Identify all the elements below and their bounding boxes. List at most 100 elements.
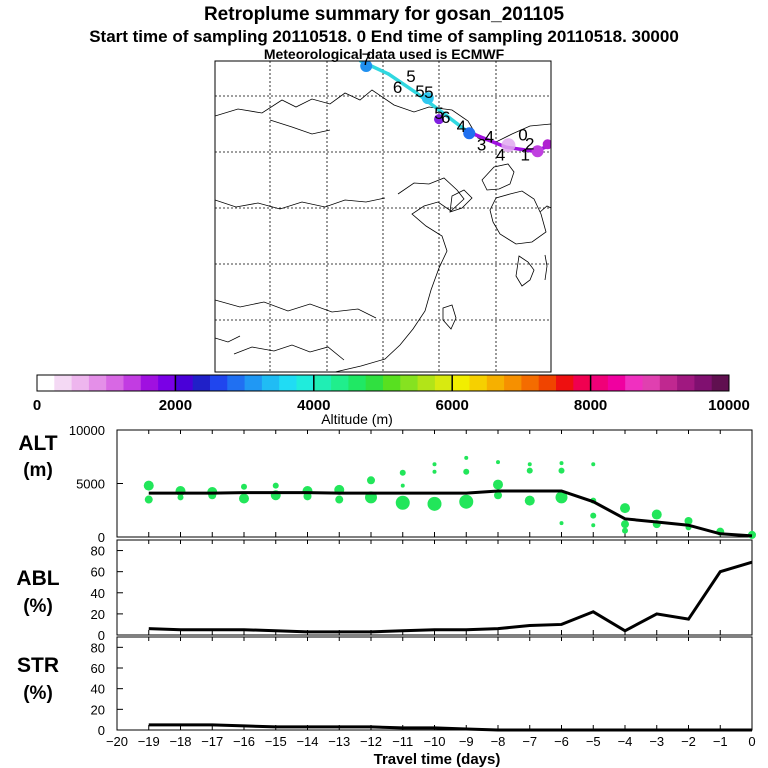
colorbar-swatch (106, 375, 124, 391)
colorbar-swatch (556, 375, 574, 391)
coastline-path (481, 163, 515, 191)
colorbar-swatch (521, 375, 540, 391)
colorbar-swatch (607, 375, 626, 391)
scatter-point (493, 479, 503, 490)
y-tick-label: 0 (98, 530, 105, 545)
x-tick-label: −6 (554, 734, 569, 749)
map-day-label: 5 (424, 83, 433, 102)
scatter-point (558, 467, 565, 474)
colorbar-swatch (175, 375, 194, 391)
colorbar-swatch (383, 375, 401, 391)
page-title: Retroplume summary for gosan_201105 (203, 4, 565, 25)
colorbar-swatch (573, 375, 591, 391)
y-tick-label: 20 (91, 607, 105, 622)
colorbar-tick-label: 0 (33, 397, 41, 414)
series-line (148, 560, 753, 634)
scatter-point (620, 503, 630, 514)
abl-panel (116, 539, 753, 636)
colorbar-swatch (261, 375, 280, 391)
plume-marker (501, 138, 516, 153)
colorbar-swatch (504, 375, 522, 391)
coastline-path (544, 254, 548, 281)
panel-frame (116, 539, 753, 636)
colorbar-tick-label: 10000 (708, 397, 750, 414)
coastline-path (215, 89, 551, 144)
map-day-label: 3 (477, 135, 486, 154)
series-line (148, 723, 752, 732)
coastline-path (449, 189, 473, 213)
y-tick-label: 60 (91, 565, 105, 580)
colorbar-tick-label: 8000 (574, 397, 607, 414)
altitude-colorbar (36, 374, 730, 392)
alt-panel (116, 429, 756, 539)
y-tick-label: 5000 (76, 477, 105, 492)
scatter-point (555, 491, 568, 504)
map-day-label: 6 (393, 78, 402, 97)
coastline-path (269, 119, 331, 135)
coastline-path (539, 205, 551, 240)
x-tick-label: −18 (169, 734, 191, 749)
scatter-point (144, 495, 153, 504)
x-tick-label: 0 (748, 734, 755, 749)
panel-ylabel-unit: (%) (23, 683, 53, 704)
colorbar-swatch (192, 375, 211, 391)
x-tick-label: −4 (618, 734, 633, 749)
scatter-point (591, 523, 596, 528)
map-day-label: 6 (441, 108, 450, 127)
y-tick-label: 40 (91, 586, 105, 601)
panel-ylabel: ABL (16, 567, 59, 590)
colorbar-swatch (331, 375, 349, 391)
colorbar-swatch (659, 375, 678, 391)
map-day-label: 4 (496, 145, 505, 164)
y-tick-label: 40 (91, 682, 105, 697)
trajectory-map (214, 60, 552, 373)
scatter-point (684, 516, 693, 525)
colorbar-tick-label: 4000 (297, 397, 330, 414)
colorbar-swatch (400, 375, 418, 391)
scatter-point (527, 462, 532, 467)
scatter-point (622, 527, 628, 534)
map-day-label: 5 (415, 82, 424, 101)
scatter-point (395, 495, 410, 510)
scatter-point (524, 495, 535, 506)
colorbar-swatch (642, 375, 661, 391)
scatter-point (303, 492, 312, 501)
colorbar-swatch (469, 375, 488, 391)
colorbar-swatch (365, 375, 384, 391)
y-tick-label: 20 (91, 702, 105, 717)
scatter-point (143, 480, 154, 491)
series-line (148, 489, 753, 538)
colorbar-swatch (37, 375, 55, 391)
plume-marker (421, 92, 434, 105)
coastline-path (515, 255, 535, 287)
x-tick-label: −15 (265, 734, 287, 749)
colorbar-swatch (590, 375, 609, 391)
map-day-label: 4 (485, 127, 494, 146)
colorbar-swatch (88, 375, 107, 391)
scatter-point (590, 512, 597, 519)
colorbar-swatch (417, 375, 436, 391)
x-tick-label: −10 (423, 734, 445, 749)
map-day-label: 2 (525, 134, 534, 153)
x-tick-label: −1 (713, 734, 728, 749)
colorbar-swatch (279, 375, 297, 391)
colorbar-swatch (625, 375, 643, 391)
colorbar-swatch (694, 375, 713, 391)
y-tick-label: 0 (98, 723, 105, 738)
x-tick-label: −16 (233, 734, 255, 749)
colorbar-swatch (123, 375, 142, 391)
colorbar-swatch (244, 375, 263, 391)
colorbar-swatch (313, 375, 332, 391)
colorbar-swatch (296, 375, 315, 391)
scatter-point (526, 467, 533, 474)
colorbar-frame (36, 374, 730, 392)
plume-marker (531, 145, 544, 158)
coastline-path (215, 299, 377, 319)
x-tick-label: −9 (459, 734, 474, 749)
x-tick-label: −7 (522, 734, 537, 749)
x-tick-label: −17 (201, 734, 223, 749)
scatter-point (559, 461, 564, 466)
x-tick-label: −12 (360, 734, 382, 749)
x-tick-label: −14 (296, 734, 318, 749)
